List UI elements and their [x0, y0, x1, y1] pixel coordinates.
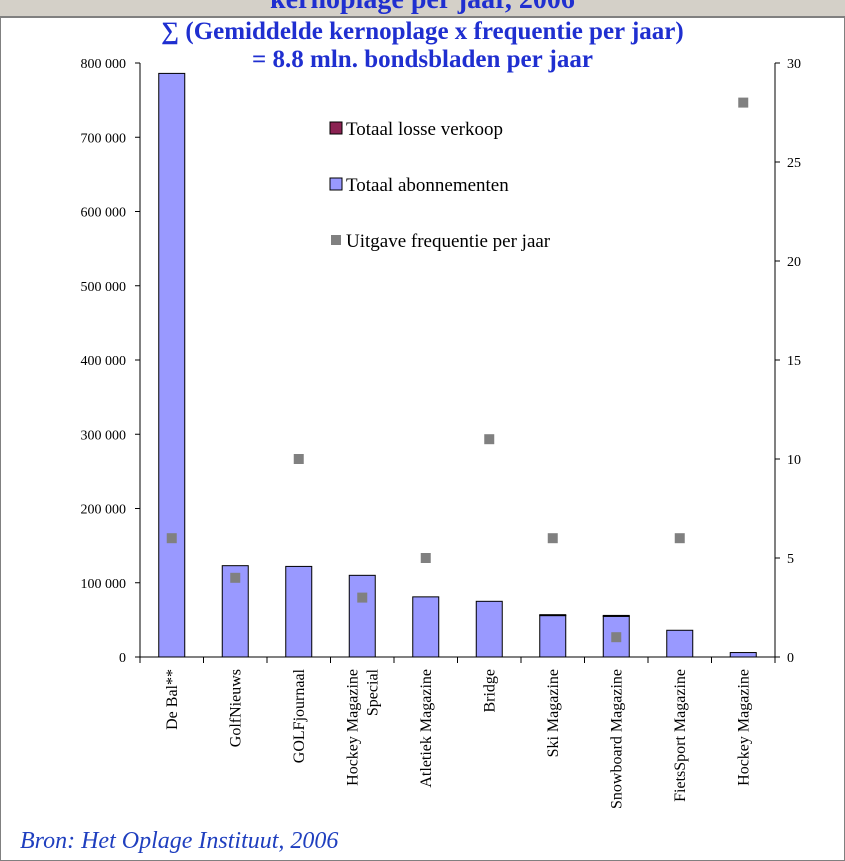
right-axis-tick-label: 5	[787, 552, 794, 567]
category-label: Hockey Magazine	[344, 669, 361, 786]
legend-swatch	[329, 121, 343, 135]
category-label: GolfNieuws	[227, 669, 244, 747]
left-axis-tick-label: 300 000	[81, 428, 127, 443]
category-label: Bridge	[481, 669, 498, 713]
bar-abonnementen	[666, 629, 694, 658]
bar-abonnementen	[348, 574, 376, 658]
frequency-marker	[420, 553, 431, 563]
left-axis-tick-label: 200 000	[81, 503, 127, 518]
category-label: Ski Magazine	[545, 669, 562, 757]
bar-abonnementen	[729, 652, 757, 658]
left-axis-tick-label: 600 000	[81, 206, 127, 221]
source-note: Bron: Het Oplage Instituut, 2006	[20, 828, 339, 854]
bar-abonnementen	[539, 614, 567, 658]
legend-marker	[331, 235, 341, 245]
frequency-marker	[230, 572, 241, 583]
frequency-marker	[166, 533, 177, 544]
left-axis-tick-label: 400 000	[81, 354, 127, 369]
right-axis-tick-label: 25	[787, 156, 801, 171]
frequency-marker	[357, 592, 368, 603]
frequency-marker	[674, 533, 685, 544]
left-axis-tick-label: 700 000	[81, 131, 127, 146]
left-axis-tick-label: 800 000	[81, 57, 127, 72]
legend-label: Totaal losse verkoop	[346, 119, 503, 140]
bar-abonnementen	[475, 600, 503, 658]
left-axis-tick-label: 500 000	[81, 280, 127, 295]
frequency-marker	[293, 454, 304, 464]
legend-label: Uitgave frequentie per jaar	[346, 231, 551, 252]
right-axis-tick-label: 30	[787, 57, 801, 72]
legend-label: Totaal abonnementen	[346, 175, 509, 196]
category-label: GOLFjournaal	[291, 668, 308, 763]
category-label: Snowboard Magazine	[608, 669, 625, 809]
bar-abonnementen	[158, 72, 186, 658]
left-axis-tick-label: 0	[119, 651, 126, 666]
category-label: De Bal**	[164, 669, 181, 730]
bar-losse-verkoop	[539, 614, 567, 617]
legend-swatch	[329, 177, 343, 191]
frequency-marker	[738, 97, 749, 108]
frequency-marker	[547, 533, 558, 544]
bar-losse-verkoop	[602, 614, 630, 617]
category-label: Hockey Magazine	[735, 669, 752, 786]
category-label: Atletiek Magazine	[418, 669, 435, 788]
category-label: FietsSport Magazine	[672, 669, 689, 802]
cropped-header-bar: kernoplage per jaar, 2006	[0, 0, 845, 18]
bar-abonnementen	[285, 565, 313, 658]
cropped-header-title: kernoplage per jaar, 2006	[0, 0, 845, 16]
right-axis-tick-label: 20	[787, 255, 801, 270]
frequency-marker	[611, 632, 622, 643]
right-axis-tick-label: 10	[787, 453, 801, 468]
left-axis-tick-label: 100 000	[81, 577, 127, 592]
category-label: Special	[364, 668, 381, 716]
bar-abonnementen	[412, 596, 440, 658]
chart-title-line-1: ∑ (Gemiddelde kernoplage x frequentie pe…	[161, 18, 684, 45]
frequency-marker	[484, 434, 495, 445]
right-axis-tick-label: 15	[787, 354, 801, 369]
right-axis-tick-label: 0	[787, 651, 794, 666]
chart-title-line-2: = 8.8 mln. bondsbladen per jaar	[252, 46, 593, 73]
